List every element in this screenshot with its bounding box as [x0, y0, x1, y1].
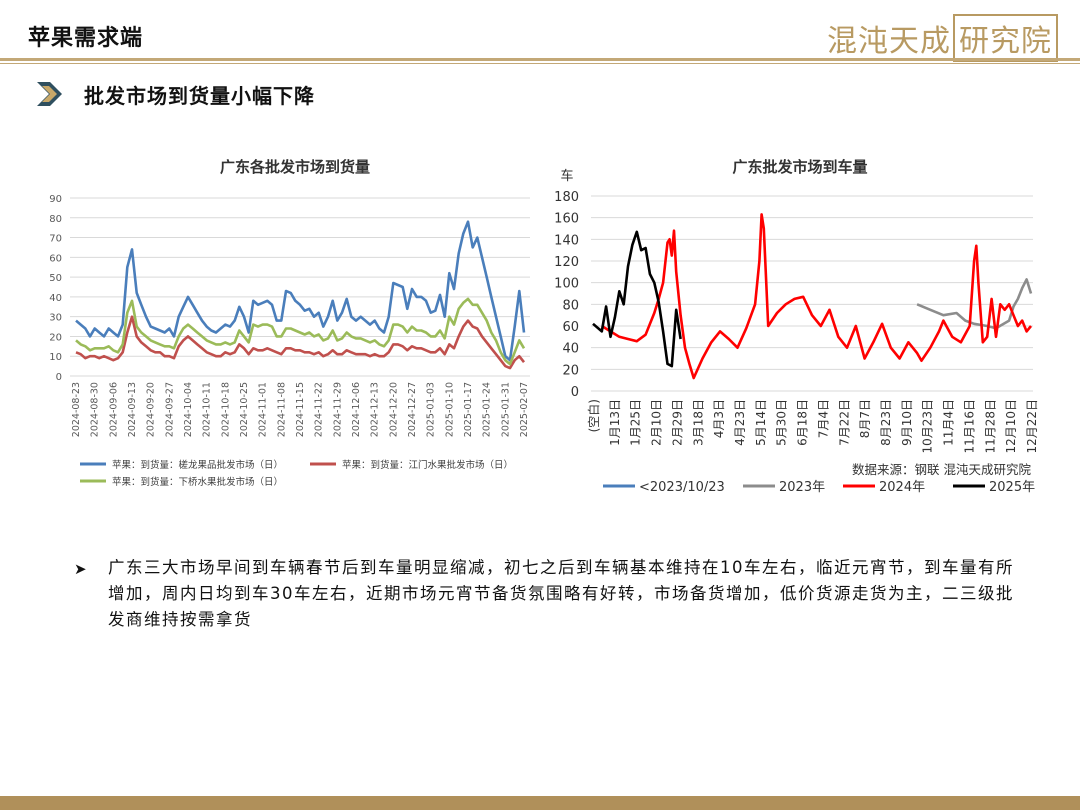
y-tick-label: 80 [562, 298, 579, 313]
x-tick-label: 4月23日 [733, 399, 747, 446]
x-tick-label: 11月28日 [983, 399, 997, 454]
y-tick-label: 70 [49, 234, 62, 245]
chart2-title: 广东批发市场到车量 [732, 158, 867, 176]
x-tick-label: 2月10日 [650, 399, 664, 446]
x-tick-label: (空白) [586, 399, 601, 432]
brand-logo: 混沌天成 研究院 [827, 14, 1058, 62]
x-tick-label: 2024-09-20 [146, 382, 157, 437]
y-tick-label: 0 [56, 372, 62, 383]
x-tick-label: 12月10日 [1004, 399, 1018, 454]
y-tick-label: 100 [555, 277, 579, 292]
x-tick-label: 1月25日 [629, 399, 643, 446]
x-tick-label: 5月30日 [775, 399, 789, 446]
logo-box-text: 研究院 [953, 14, 1058, 62]
legend-label: 2023年 [779, 480, 825, 495]
x-tick-label: 2024-09-13 [127, 382, 138, 437]
x-tick-label: 2024-10-11 [202, 382, 213, 437]
x-tick-label: 8月23日 [879, 399, 893, 446]
y-tick-label: 20 [562, 363, 579, 378]
bullet-text: 广东三大市场早间到车辆春节后到车量明显缩减，初七之后到车辆基本维持在10车左右，… [108, 558, 1014, 629]
legend-label: 苹果：到货量：下桥水果批发市场（日） [112, 476, 283, 488]
x-tick-label: 2024-11-15 [295, 382, 306, 437]
x-tick-label: 2024-12-27 [407, 382, 418, 437]
x-tick-label: 7月22日 [837, 399, 851, 446]
y-tick-label: 30 [49, 313, 62, 324]
x-tick-label: 2025-01-24 [482, 382, 493, 437]
x-tick-label: 2024-11-29 [332, 382, 343, 437]
chart-guangdong-market-arrivals: 广东各批发市场到货量 0 10 20 30 40 50 60 70 80 90 2024-08-2… [49, 158, 530, 488]
y-tick-label: 180 [555, 190, 579, 205]
legend-label: 2024年 [879, 480, 925, 495]
x-tick-label: 2024-11-01 [258, 382, 269, 437]
x-tick-label: 2月29日 [670, 399, 684, 446]
header-rule [0, 58, 1080, 61]
x-tick-label: 2024-11-08 [276, 382, 287, 437]
x-tick-label: 3月18日 [691, 399, 705, 446]
y-tick-label: 120 [555, 255, 579, 270]
y-tick-label: 160 [555, 212, 579, 227]
y-tick-label: 60 [562, 320, 579, 335]
bullet-arrow-icon: ➤ [74, 560, 89, 578]
x-tick-label: 2025-01-31 [500, 382, 511, 437]
x-tick-label: 2024-10-04 [183, 382, 194, 437]
x-tick-label: 2024-09-06 [108, 382, 119, 437]
y-tick-label: 20 [49, 332, 62, 343]
y-tick-label: 80 [49, 214, 62, 225]
chevron-right-icon [37, 82, 62, 106]
series-line [75, 220, 526, 362]
x-tick-label: 5月14日 [754, 399, 768, 446]
y-tick-label: 40 [562, 342, 579, 357]
y-tick-label: 140 [555, 233, 579, 248]
x-tick-label: 1月13日 [608, 399, 622, 446]
y-tick-label: 50 [49, 273, 62, 284]
x-tick-label: 12月22日 [1025, 399, 1039, 454]
x-tick-label: 8月7日 [858, 399, 872, 438]
x-tick-label: 2025-01-03 [426, 382, 437, 437]
x-tick-label: 2024-11-22 [314, 382, 325, 437]
x-tick-label: 9月10日 [900, 399, 914, 446]
legend-label: 苹果：到货量：槎龙果品批发市场（日） [112, 459, 283, 471]
x-tick-label: 10月23日 [921, 399, 935, 454]
bullet-item: ➤ 广东三大市场早间到车辆春节后到车量明显缩减，初七之后到车辆基本维持在10车左… [74, 555, 1024, 633]
footer-bar [0, 796, 1080, 810]
section-title: 批发市场到货量小幅下降 [84, 84, 315, 108]
header-rule-thin [0, 63, 1080, 64]
chart1-title: 广东各批发市场到货量 [220, 158, 370, 176]
y-tick-label: 10 [49, 352, 62, 363]
series-line [592, 230, 682, 368]
commentary-bullets: ➤ 广东三大市场早间到车辆春节后到车量明显缩减，初七之后到车辆基本维持在10车左… [74, 555, 1024, 633]
x-tick-label: 4月3日 [712, 399, 726, 438]
x-tick-label: 6月18日 [796, 399, 810, 446]
x-tick-label: 2024-10-25 [239, 382, 250, 437]
x-tick-label: 7月4日 [816, 399, 830, 438]
logo-text: 混沌天成 [827, 24, 951, 59]
series-line [601, 213, 1033, 380]
y-tick-label: 60 [49, 253, 62, 264]
x-tick-label: 11月16日 [962, 399, 976, 454]
chart-guangdong-market-trucks: 广东批发市场到车量 车 0 20 40 60 80 100 120 140 160 180 (空白… [555, 158, 1039, 495]
x-tick-label: 2025-02-07 [519, 382, 530, 437]
x-tick-label: 2024-10-18 [220, 382, 231, 437]
series-line [75, 315, 526, 370]
y-tick-label: 90 [49, 194, 62, 205]
x-tick-label: 2024-12-13 [370, 382, 381, 437]
page-title: 苹果需求端 [28, 26, 144, 51]
x-tick-label: 2024-12-06 [351, 382, 362, 437]
legend-label: 苹果：到货量：江门水果批发市场（日） [342, 459, 513, 471]
x-tick-label: 2024-12-20 [388, 382, 399, 437]
x-tick-label: 2025-01-17 [463, 382, 474, 437]
y-tick-label: 40 [49, 293, 62, 304]
legend-label: 2025年 [989, 480, 1035, 495]
x-tick-label: 2024-08-23 [71, 382, 82, 437]
x-tick-label: 2024-09-27 [164, 382, 175, 437]
chart2-ylabel: 车 [560, 168, 573, 184]
series-line [916, 278, 1033, 330]
chart2-source: 数据来源：钢联 混沌天成研究院 [852, 462, 1031, 477]
legend-label: <2023/10/23 [639, 480, 725, 495]
x-tick-label: 2025-01-10 [444, 382, 455, 437]
x-tick-label: 11月4日 [942, 399, 956, 446]
y-tick-label: 0 [571, 385, 579, 400]
series-line [75, 297, 526, 366]
x-tick-label: 2024-08-30 [90, 382, 101, 437]
